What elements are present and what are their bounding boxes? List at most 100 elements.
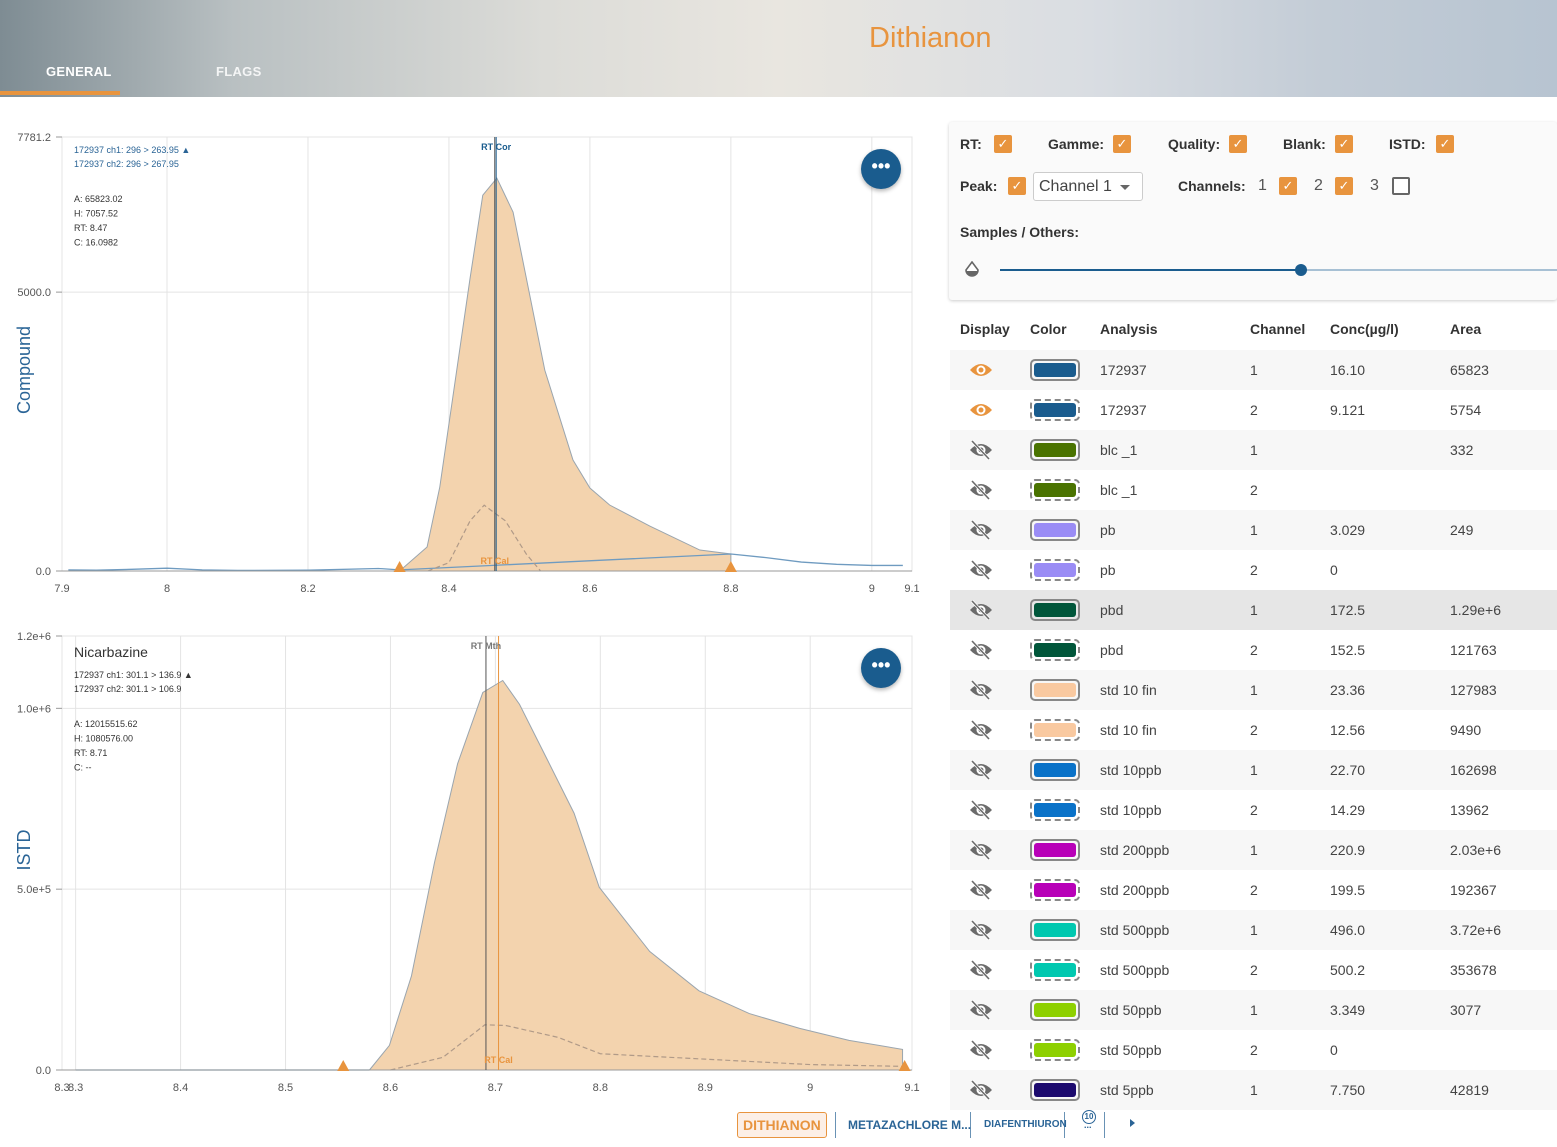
color-swatch[interactable] bbox=[1030, 1039, 1080, 1061]
next-arrow-icon[interactable] bbox=[1130, 1119, 1139, 1127]
color-swatch[interactable] bbox=[1030, 359, 1080, 381]
istd-chart[interactable]: 8.3 8.4 8.5 8.6 8.7 8.8 8.9 9 8.3 9.1 0.0 5.0e+5 1.0… bbox=[0, 620, 935, 1100]
compound-chart[interactable]: 8 8.2 8.4 8.6 8.8 9 7.9 9.1 0.0 5000.0 7781.2 RT Co… bbox=[0, 120, 935, 610]
x-tick-label: 8.3 bbox=[68, 1082, 83, 1094]
table-row[interactable]: 172937 2 9.121 5754 bbox=[950, 390, 1557, 430]
table-row[interactable]: pb 1 3.029 249 bbox=[950, 510, 1557, 550]
eye-icon[interactable] bbox=[969, 400, 993, 420]
compound-tab-dithianon[interactable]: DITHIANON bbox=[737, 1112, 827, 1138]
table-row[interactable]: blc _1 1 332 bbox=[950, 430, 1557, 470]
table-row[interactable]: pbd 2 152.5 121763 bbox=[950, 630, 1557, 670]
table-row[interactable]: pb 2 0 bbox=[950, 550, 1557, 590]
table-row[interactable]: blc _1 2 bbox=[950, 470, 1557, 510]
table-row[interactable]: 172937 1 16.10 65823 bbox=[950, 350, 1557, 390]
color-swatch[interactable] bbox=[1030, 719, 1080, 741]
istd-chart-svg[interactable]: 8.3 8.4 8.5 8.6 8.7 8.8 8.9 9 8.3 9.1 0.0 5.0e+5 1.0… bbox=[0, 620, 935, 1100]
eye-off-icon[interactable] bbox=[969, 1040, 993, 1060]
compound-chart-svg[interactable]: 8 8.2 8.4 8.6 8.8 9 7.9 9.1 0.0 5000.0 7781.2 RT Co… bbox=[0, 120, 935, 610]
tab-flags[interactable]: FLAGS bbox=[216, 64, 262, 79]
table-row[interactable]: std 200ppb 2 199.5 192367 bbox=[950, 870, 1557, 910]
table-row[interactable]: std 50ppb 1 3.349 3077 bbox=[950, 990, 1557, 1030]
eye-off-icon[interactable] bbox=[969, 1000, 993, 1020]
eye-off-icon[interactable] bbox=[969, 880, 993, 900]
table-row[interactable]: std 10 fin 1 23.36 127983 bbox=[950, 670, 1557, 710]
eye-off-icon[interactable] bbox=[969, 480, 993, 500]
quality-checkbox[interactable]: ✓ bbox=[1229, 135, 1247, 153]
color-swatch[interactable] bbox=[1030, 559, 1080, 581]
channel-value: 1 bbox=[1250, 682, 1258, 698]
color-swatch[interactable] bbox=[1030, 799, 1080, 821]
compound-tab-diafenthiuron[interactable]: DIAFENTHIURON bbox=[984, 1119, 1067, 1130]
channel-1-checkbox[interactable]: ✓ bbox=[1279, 177, 1297, 195]
color-swatch[interactable] bbox=[1030, 399, 1080, 421]
color-swatch[interactable] bbox=[1030, 759, 1080, 781]
color-swatch[interactable] bbox=[1030, 639, 1080, 661]
peak-channel-select[interactable]: Channel 1 bbox=[1033, 172, 1143, 201]
eye-off-icon[interactable] bbox=[969, 840, 993, 860]
color-swatch[interactable] bbox=[1030, 519, 1080, 541]
col-conc[interactable]: Conc(µg/l) bbox=[1330, 321, 1399, 337]
eye-off-icon[interactable] bbox=[969, 600, 993, 620]
samples-slider-fill bbox=[1000, 269, 1301, 271]
area-value: 162698 bbox=[1450, 762, 1497, 778]
compound-tab-metazachlore[interactable]: METAZACHLORE M... bbox=[848, 1118, 972, 1132]
color-swatch[interactable] bbox=[1030, 999, 1080, 1021]
samples-slider-thumb[interactable] bbox=[1294, 264, 1307, 276]
peak-checkbox[interactable]: ✓ bbox=[1008, 177, 1026, 195]
x-tick-label: 8 bbox=[164, 583, 170, 595]
eye-off-icon[interactable] bbox=[969, 560, 993, 580]
eye-icon[interactable] bbox=[969, 360, 993, 380]
color-fill bbox=[1034, 523, 1076, 537]
col-analysis[interactable]: Analysis bbox=[1100, 321, 1158, 337]
channel-3-checkbox[interactable] bbox=[1392, 177, 1410, 195]
col-channel[interactable]: Channel bbox=[1250, 321, 1306, 337]
gamme-checkbox[interactable]: ✓ bbox=[1113, 135, 1131, 153]
eye-off-icon[interactable] bbox=[969, 640, 993, 660]
color-fill bbox=[1034, 603, 1076, 617]
eye-off-icon[interactable] bbox=[969, 800, 993, 820]
tab-general[interactable]: GENERAL bbox=[0, 64, 120, 95]
color-swatch[interactable] bbox=[1030, 479, 1080, 501]
analysis-name: 172937 bbox=[1100, 402, 1147, 418]
istd-checkbox[interactable]: ✓ bbox=[1436, 135, 1454, 153]
eye-off-icon[interactable] bbox=[969, 960, 993, 980]
col-display[interactable]: Display bbox=[960, 321, 1010, 337]
table-row[interactable]: std 500ppb 1 496.0 3.72e+6 bbox=[950, 910, 1557, 950]
table-row[interactable]: std 10 fin 2 12.56 9490 bbox=[950, 710, 1557, 750]
eye-off-icon[interactable] bbox=[969, 520, 993, 540]
rt-checkbox[interactable]: ✓ bbox=[994, 135, 1012, 153]
eye-off-icon[interactable] bbox=[969, 760, 993, 780]
chart-menu-button[interactable]: ••• bbox=[861, 149, 901, 189]
table-row[interactable]: std 10ppb 2 14.29 13962 bbox=[950, 790, 1557, 830]
eye-off-icon[interactable] bbox=[969, 720, 993, 740]
color-swatch[interactable] bbox=[1030, 959, 1080, 981]
chart-menu-button[interactable]: ••• bbox=[861, 648, 901, 688]
eye-off-icon[interactable] bbox=[969, 680, 993, 700]
more-count-badge[interactable]: 10 bbox=[1082, 1110, 1096, 1124]
table-row[interactable]: std 500ppb 2 500.2 353678 bbox=[950, 950, 1557, 990]
color-swatch[interactable] bbox=[1030, 1079, 1080, 1101]
eye-off-icon[interactable] bbox=[969, 440, 993, 460]
table-row[interactable]: std 5ppb 1 7.750 42819 bbox=[950, 1070, 1557, 1110]
area-value: 353678 bbox=[1450, 962, 1497, 978]
eye-off-icon[interactable] bbox=[969, 920, 993, 940]
rt-line-label: RT Mth bbox=[471, 641, 502, 651]
table-row[interactable]: std 50ppb 2 0 bbox=[950, 1030, 1557, 1070]
more-tabs-button[interactable]: ... bbox=[1084, 1120, 1092, 1130]
color-swatch[interactable] bbox=[1030, 599, 1080, 621]
col-color[interactable]: Color bbox=[1030, 321, 1067, 337]
channel-2-checkbox[interactable]: ✓ bbox=[1335, 177, 1353, 195]
eye-off-icon[interactable] bbox=[969, 1080, 993, 1100]
table-row[interactable]: pbd 1 172.5 1.29e+6 bbox=[950, 590, 1557, 630]
color-swatch[interactable] bbox=[1030, 679, 1080, 701]
color-swatch[interactable] bbox=[1030, 919, 1080, 941]
color-swatch[interactable] bbox=[1030, 439, 1080, 461]
peak-label: Peak: bbox=[960, 178, 998, 194]
blank-checkbox[interactable]: ✓ bbox=[1335, 135, 1353, 153]
table-row[interactable]: std 200ppb 1 220.9 2.03e+6 bbox=[950, 830, 1557, 870]
col-area[interactable]: Area bbox=[1450, 321, 1482, 337]
analysis-name: std 5ppb bbox=[1100, 1082, 1154, 1098]
color-swatch[interactable] bbox=[1030, 879, 1080, 901]
table-row[interactable]: std 10ppb 1 22.70 162698 bbox=[950, 750, 1557, 790]
color-swatch[interactable] bbox=[1030, 839, 1080, 861]
